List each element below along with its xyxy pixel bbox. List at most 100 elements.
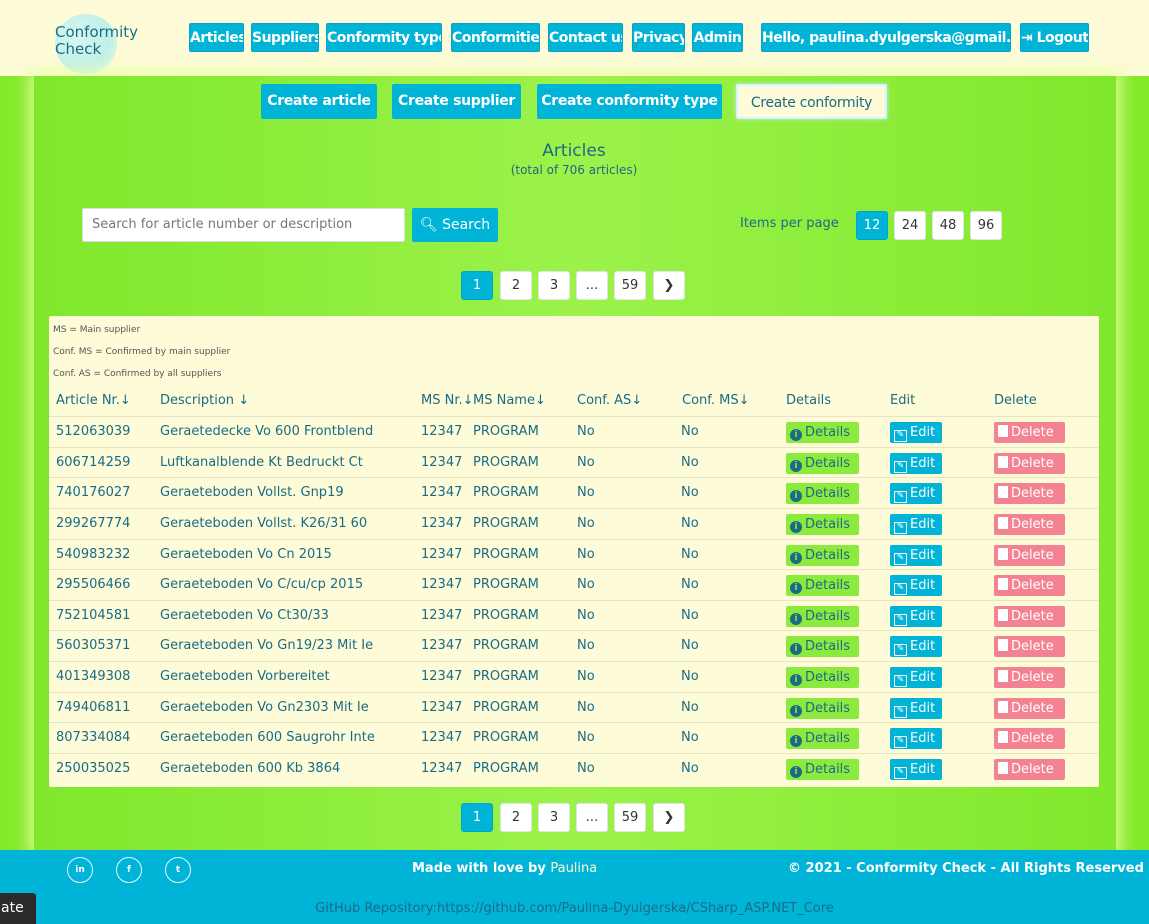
twitter-icon[interactable]: t [165,857,191,883]
github-link[interactable]: GitHub Repository:https://github.com/Pau… [315,901,834,916]
header-ms-name[interactable]: MS Name↓ [473,393,546,408]
items-per-page-96[interactable]: 96 [970,211,1002,240]
cell-ms-name: PROGRAM [473,577,539,592]
delete-button[interactable]: Delete [994,483,1065,504]
page-3-button[interactable]: 3 [538,271,570,300]
search-input[interactable]: Search for article number or description [82,208,405,242]
info-icon: i [790,582,802,594]
create-conformity-type-button[interactable]: Create conformity type [537,84,722,119]
create-conformity-button[interactable]: Create conformity [736,84,887,119]
author-link[interactable]: Paulina [550,861,598,876]
edit-button[interactable]: ✎ Edit [890,759,942,780]
create-supplier-button[interactable]: Create supplier [392,84,521,119]
nav-admin-button[interactable]: Admin [692,23,743,52]
linkedin-icon[interactable]: in [67,857,93,883]
details-button[interactable]: i Details [786,667,859,688]
page-59-button[interactable]: 59 [614,271,646,300]
next-page-button[interactable]: ❯ [653,803,685,832]
edit-button[interactable]: ✎ Edit [890,728,942,749]
table-row: 295506466 Geraeteboden Vo C/cu/cp 2015 123… [49,569,1099,599]
search-icon: 🔍︎ [419,217,438,233]
create-article-button[interactable]: Create article [261,84,377,119]
delete-button[interactable]: Delete [994,667,1065,688]
details-button[interactable]: i Details [786,698,859,719]
nav-privacy-button[interactable]: Privacy [632,23,685,52]
edit-button[interactable]: ✎ Edit [890,575,942,596]
page-2-button[interactable]: 2 [500,271,532,300]
delete-button[interactable]: Delete [994,759,1065,780]
cell-description: Geraeteboden Vo Gn2303 Mit Ie [160,700,369,715]
user-greeting-button[interactable]: Hello, paulina.dyulgerska@gmail.com! [761,23,1011,52]
cell-conf-as: No [577,730,595,745]
cell-article-nr: 540983232 [56,547,131,562]
details-button[interactable]: i Details [786,483,859,504]
logo[interactable]: Conformity Check [52,14,162,74]
items-per-page-12[interactable]: 12 [856,211,888,240]
cell-article-nr: 512063039 [56,424,131,439]
details-button[interactable]: i Details [786,636,859,657]
edit-button[interactable]: ✎ Edit [890,453,942,474]
header-ms-nr[interactable]: MS Nr.↓ [421,393,474,408]
cell-description: Geraeteboden 600 Kb 3864 [160,761,341,776]
page-1-button[interactable]: 1 [461,803,493,832]
edit-button[interactable]: ✎ Edit [890,483,942,504]
nav-conformities-button[interactable]: Conformities [451,23,540,52]
header-description[interactable]: Description ↓ [160,393,250,408]
cell-ms-name: PROGRAM [473,424,539,439]
facebook-icon[interactable]: f [116,857,142,883]
delete-button[interactable]: Delete [994,545,1065,566]
edit-button[interactable]: ✎ Edit [890,636,942,657]
info-icon: i [790,674,802,686]
header-conf-as[interactable]: Conf. AS↓ [577,393,643,408]
logout-button[interactable]: ⇥ Logout [1020,23,1089,52]
nav-suppliers-button[interactable]: Suppliers [251,23,319,52]
details-button[interactable]: i Details [786,606,859,627]
cell-article-nr: 560305371 [56,638,131,653]
header-conf-ms[interactable]: Conf. MS↓ [682,393,750,408]
details-button[interactable]: i Details [786,575,859,596]
delete-button[interactable]: Delete [994,453,1065,474]
cell-conf-ms: No [681,547,699,562]
items-per-page-48[interactable]: 48 [932,211,964,240]
nav-articles-button[interactable]: Articles [189,23,244,52]
cell-conf-as: No [577,669,595,684]
pagination-top: 1 2 3 ... 59 ❯ [0,271,1149,300]
edit-button[interactable]: ✎ Edit [890,698,942,719]
edit-button[interactable]: ✎ Edit [890,514,942,535]
delete-button[interactable]: Delete [994,728,1065,749]
legend-conf-as: Conf. AS = Confirmed by all suppliers [53,369,222,379]
page-1-button[interactable]: 1 [461,271,493,300]
header-edit: Edit [890,393,916,408]
delete-button[interactable]: Delete [994,422,1065,443]
edit-button[interactable]: ✎ Edit [890,606,942,627]
delete-button[interactable]: Delete [994,575,1065,596]
details-button[interactable]: i Details [786,759,859,780]
page-2-button[interactable]: 2 [500,803,532,832]
cell-ms-name: PROGRAM [473,485,539,500]
edit-button[interactable]: ✎ Edit [890,667,942,688]
page-title: Articles [542,141,606,161]
details-button[interactable]: i Details [786,422,859,443]
delete-button[interactable]: Delete [994,698,1065,719]
page-3-button[interactable]: 3 [538,803,570,832]
edit-icon: ✎ [894,461,907,473]
details-button[interactable]: i Details [786,728,859,749]
info-icon: i [790,521,802,533]
details-button[interactable]: i Details [786,453,859,474]
nav-conformity-types-button[interactable]: Conformity types [326,23,442,52]
search-button[interactable]: 🔍︎ Search [412,208,498,242]
next-page-button[interactable]: ❯ [653,271,685,300]
header-article-nr[interactable]: Article Nr.↓ [56,393,131,408]
page-59-button[interactable]: 59 [614,803,646,832]
details-button[interactable]: i Details [786,545,859,566]
delete-button[interactable]: Delete [994,514,1065,535]
items-per-page-24[interactable]: 24 [894,211,926,240]
delete-button[interactable]: Delete [994,636,1065,657]
delete-button[interactable]: Delete [994,606,1065,627]
edit-button[interactable]: ✎ Edit [890,422,942,443]
cell-article-nr: 807334084 [56,730,131,745]
details-button[interactable]: i Details [786,514,859,535]
nav-contact-us-button[interactable]: Contact us [548,23,623,52]
edit-button[interactable]: ✎ Edit [890,545,942,566]
corner-overlay-button[interactable]: ate [0,893,36,924]
